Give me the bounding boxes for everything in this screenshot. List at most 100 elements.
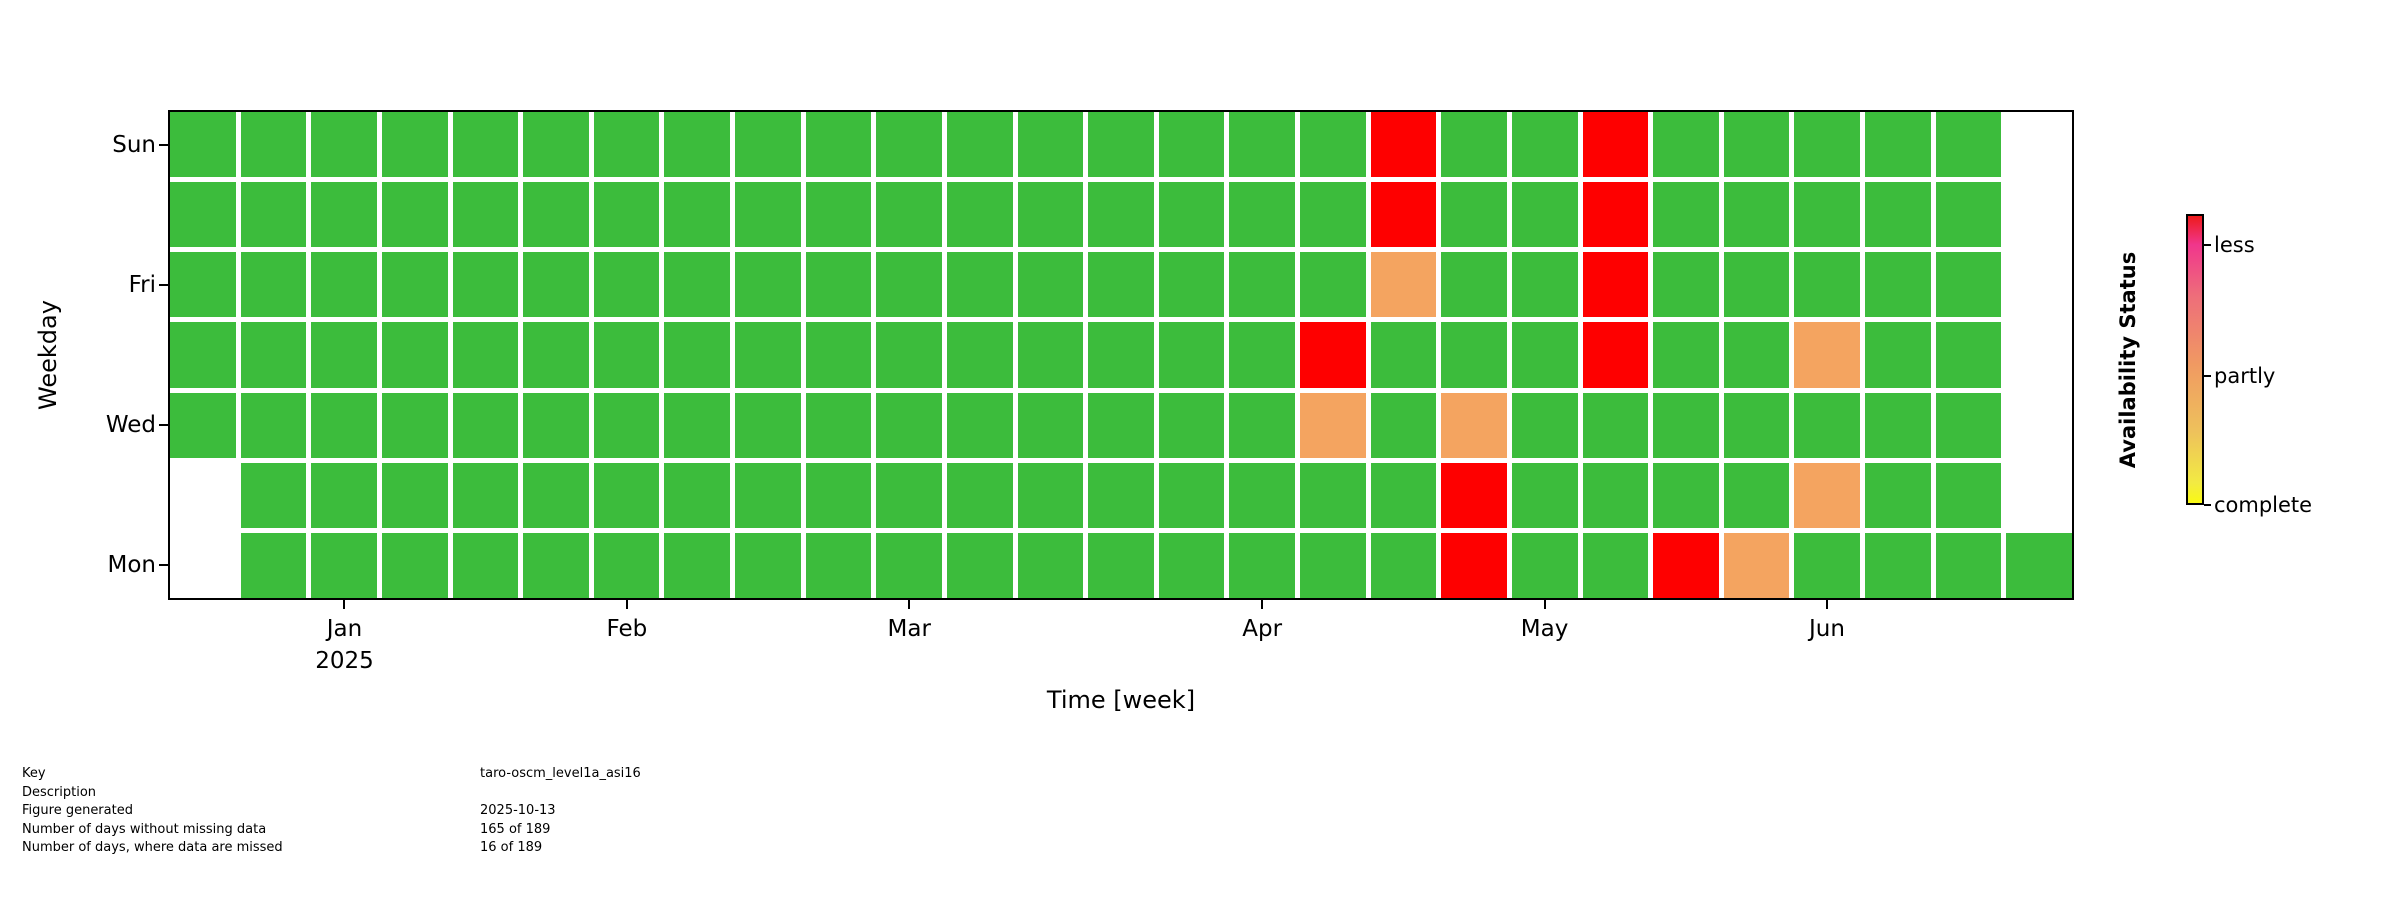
x-tick-mark [1825, 600, 1828, 609]
heatmap-cell [1229, 182, 1296, 248]
x-tick-mark [1261, 600, 1264, 609]
heatmap-cell [1088, 112, 1154, 178]
metadata-label: Number of days without missing data [22, 821, 267, 837]
heatmap-cell [311, 322, 377, 388]
heatmap-cell [1229, 252, 1296, 318]
heatmap-cell [170, 182, 236, 248]
x-tick-label: Feb [606, 616, 648, 642]
heatmap-cell [1865, 462, 1931, 528]
heatmap-cell [946, 392, 1013, 458]
heatmap-cell [735, 252, 801, 318]
heatmap-cell [593, 532, 660, 598]
heatmap-cell [240, 532, 307, 598]
heatmap-plot-area [168, 110, 2074, 600]
heatmap-cell [1653, 112, 1719, 178]
x-tick-label: Jan [326, 616, 363, 642]
heatmap-cell [1017, 182, 1084, 248]
heatmap-cell [170, 252, 236, 318]
heatmap-cell [1300, 462, 1366, 528]
heatmap-cell [1300, 112, 1366, 178]
heatmap-cell [805, 112, 872, 178]
heatmap-cell [1582, 532, 1649, 598]
metadata-label: Figure generated [22, 803, 133, 818]
y-tick-mark [159, 144, 168, 146]
heatmap-cell [1370, 112, 1437, 178]
heatmap-cell [1582, 322, 1649, 388]
heatmap-cell [1653, 532, 1719, 598]
heatmap-cell [593, 252, 660, 318]
heatmap-cell [1511, 182, 1578, 248]
heatmap-cell [1300, 322, 1366, 388]
x-tick-mark [908, 600, 911, 609]
y-tick-mark [159, 284, 168, 286]
colorbar-tick-label: partly [2214, 363, 2276, 388]
heatmap-cell [1511, 462, 1578, 528]
heatmap-cell [1935, 462, 2002, 528]
heatmap-cell [805, 532, 872, 598]
heatmap-cell [805, 182, 872, 248]
x-tick-label: Mar [887, 616, 931, 642]
heatmap-cell [1865, 252, 1931, 318]
heatmap-cell [381, 462, 448, 528]
heatmap-cell [1511, 392, 1578, 458]
heatmap-cell [1582, 182, 1649, 248]
metadata-row: Key taro-oscm_level1a_asi16 [22, 765, 641, 784]
heatmap-cell [1088, 182, 1154, 248]
heatmap-cell [1865, 532, 1931, 598]
x-tick-mark [625, 600, 628, 609]
heatmap-cell [1300, 532, 1366, 598]
y-tick-label: Mon [107, 552, 157, 578]
heatmap-cell [1441, 322, 1507, 388]
heatmap-cell [240, 392, 307, 458]
x-tick-mark [1543, 600, 1546, 609]
heatmap-cell [593, 112, 660, 178]
heatmap-cell [664, 462, 731, 528]
heatmap-cell [1370, 322, 1437, 388]
heatmap-cell [1935, 532, 2002, 598]
x-tick-label: Apr [1242, 616, 1283, 642]
heatmap-cell [240, 252, 307, 318]
heatmap-cell [2006, 182, 2072, 247]
heatmap-cell [1017, 532, 1084, 598]
heatmap-cell [735, 322, 801, 388]
y-axis-label: Weekday [34, 300, 62, 410]
heatmap-cell [664, 322, 731, 388]
heatmap-cell [1017, 392, 1084, 458]
heatmap-cell [876, 392, 942, 458]
heatmap-cell [2006, 322, 2072, 387]
heatmap-cell [876, 112, 942, 178]
heatmap-cell [1865, 182, 1931, 248]
heatmap-grid [170, 112, 2072, 598]
heatmap-cell [876, 532, 942, 598]
heatmap-cell [1723, 532, 1790, 598]
heatmap-cell [1158, 322, 1225, 388]
heatmap-cell [523, 252, 589, 318]
heatmap-cell [452, 252, 519, 318]
heatmap-cell [523, 532, 589, 598]
heatmap-cell [735, 392, 801, 458]
metadata-value: taro-oscm_level1a_asi16 [480, 766, 641, 781]
heatmap-cell [381, 322, 448, 388]
heatmap-cell [664, 182, 731, 248]
heatmap-cell [1088, 462, 1154, 528]
heatmap-cell [2006, 393, 2072, 458]
metadata-value: 165 of 189 [480, 821, 551, 837]
heatmap-cell [1582, 462, 1649, 528]
heatmap-cell [1017, 462, 1084, 528]
heatmap-cell [1300, 392, 1366, 458]
heatmap-cell [381, 392, 448, 458]
heatmap-cell [1794, 392, 1861, 458]
y-tick-label: Fri [128, 272, 156, 298]
heatmap-cell [240, 322, 307, 388]
heatmap-cell [1935, 112, 2002, 178]
colorbar-gradient-bar [2186, 214, 2204, 505]
heatmap-cell [1158, 462, 1225, 528]
heatmap-cell [1582, 252, 1649, 318]
heatmap-cell [240, 182, 307, 248]
x-tick-year-label: 2025 [315, 648, 374, 674]
heatmap-cell [1653, 392, 1719, 458]
colorbar-title: Availability Status [2116, 251, 2140, 469]
heatmap-cell [1653, 252, 1719, 318]
heatmap-cell [1370, 392, 1437, 458]
